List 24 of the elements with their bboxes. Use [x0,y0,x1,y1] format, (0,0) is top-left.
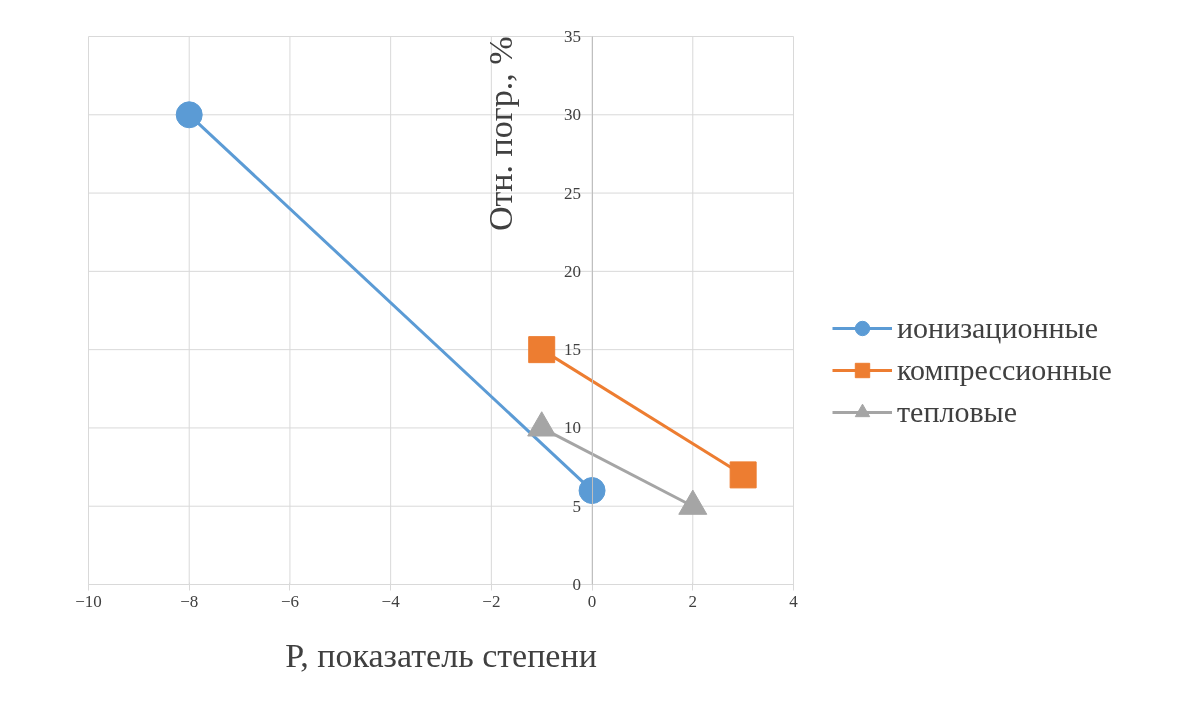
x-tick-label: 4 [789,591,799,611]
x-tick-label: −6 [280,591,299,611]
y-tick-label: 0 [572,575,582,594]
x-tick-label: 0 [587,591,597,611]
point [528,336,556,364]
legend-label: тепловые [897,395,1018,429]
x-tick-label: 2 [688,591,698,611]
x-tick-label: −4 [381,591,401,611]
y-tick-label: 10 [564,418,582,438]
y-tick-label: 5 [572,496,582,516]
point [175,101,203,129]
y-axis-title: Отн. погр., % [482,36,520,232]
y-tick-label: 25 [564,183,582,203]
x-tick-label: −2 [482,591,501,611]
y-tick-label: 15 [564,340,582,360]
legend-label: компрессионные [897,353,1112,387]
y-tick-label: 35 [564,27,582,46]
point [729,461,757,489]
y-tick-label: 30 [564,105,582,125]
y-tick-label: 20 [564,261,582,281]
x-tick-label: −10 [75,591,102,611]
legend-label: ионизационные [897,311,1099,345]
x-tick-label: −8 [180,591,199,611]
x-axis-title: P, показатель степени [285,636,597,674]
